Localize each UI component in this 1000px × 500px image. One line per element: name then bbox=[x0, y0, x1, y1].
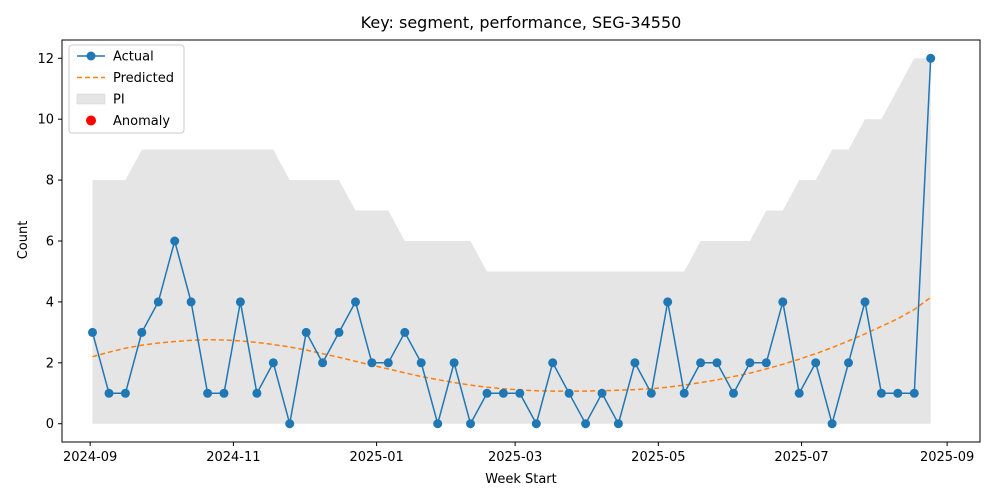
actual-point bbox=[449, 358, 459, 368]
actual-point bbox=[926, 53, 936, 63]
legend-anomaly-dot bbox=[86, 115, 96, 126]
actual-point bbox=[252, 388, 262, 398]
actual-point bbox=[794, 388, 804, 398]
actual-point bbox=[498, 388, 508, 398]
actual-point bbox=[646, 388, 656, 398]
actual-point bbox=[285, 419, 295, 429]
actual-point bbox=[613, 419, 623, 429]
actual-point bbox=[564, 388, 574, 398]
actual-point bbox=[170, 236, 180, 246]
y-tick-label: 4 bbox=[46, 295, 54, 310]
x-axis-label: Week Start bbox=[485, 472, 557, 487]
actual-point bbox=[909, 388, 919, 398]
y-tick-label: 10 bbox=[37, 113, 54, 128]
actual-point bbox=[745, 358, 755, 368]
x-tick-label: 2024-09 bbox=[63, 450, 117, 465]
actual-point bbox=[235, 297, 245, 307]
actual-point bbox=[88, 327, 97, 337]
legend-pi-patch bbox=[76, 93, 106, 105]
actual-point bbox=[827, 419, 837, 429]
actual-point bbox=[860, 297, 870, 307]
actual-point bbox=[466, 419, 475, 429]
actual-point bbox=[729, 388, 738, 398]
actual-line bbox=[91, 58, 932, 427]
y-tick-label: 0 bbox=[46, 417, 54, 432]
legend-actual-marker bbox=[86, 51, 96, 61]
actual-point bbox=[153, 297, 163, 307]
actual-point bbox=[893, 388, 903, 398]
x-tick-label: 2025-07 bbox=[774, 450, 828, 465]
actual-point bbox=[811, 358, 821, 368]
actual-point bbox=[482, 388, 492, 398]
actual-point bbox=[712, 358, 722, 368]
legend-label: Anomaly bbox=[113, 114, 170, 129]
actual-point bbox=[531, 419, 541, 429]
y-tick-label: 12 bbox=[37, 52, 54, 67]
y-tick-label: 8 bbox=[46, 174, 54, 189]
actual-point bbox=[548, 358, 558, 368]
actual-point bbox=[367, 358, 377, 368]
actual-point bbox=[301, 327, 311, 337]
legend: Actual Predicted PI Anomaly bbox=[68, 44, 185, 134]
actual-point bbox=[104, 388, 114, 398]
y-tick-label: 6 bbox=[46, 235, 54, 250]
y-tick-label: 2 bbox=[46, 356, 54, 371]
actual-point bbox=[515, 388, 525, 398]
x-tick-label: 2025-03 bbox=[488, 450, 542, 465]
actual-point bbox=[268, 358, 278, 368]
actual-point bbox=[630, 358, 640, 368]
actual-point bbox=[416, 358, 426, 368]
x-tick-label: 2024-11 bbox=[206, 450, 260, 465]
actual-point bbox=[761, 358, 771, 368]
actual-point bbox=[663, 297, 673, 307]
actual-point bbox=[219, 388, 229, 398]
actual-point bbox=[581, 419, 591, 429]
legend-label: Actual bbox=[113, 50, 154, 65]
actual-point bbox=[318, 358, 328, 368]
actual-point bbox=[334, 327, 344, 337]
y-axis-label: Count bbox=[16, 221, 31, 260]
actual-point bbox=[400, 327, 410, 337]
actual-point bbox=[203, 388, 213, 398]
x-tick-label: 2025-05 bbox=[631, 450, 685, 465]
actual-point bbox=[876, 388, 886, 398]
x-tick-label: 2025-01 bbox=[349, 450, 403, 465]
actual-point bbox=[696, 358, 706, 368]
legend-box bbox=[68, 44, 185, 134]
plot-area: 2024-09 2024-11 2025-01 2025-03 2025-05 2025-… bbox=[37, 39, 981, 465]
actual-point bbox=[137, 327, 147, 337]
actual-point bbox=[844, 358, 853, 368]
actual-point bbox=[778, 297, 788, 307]
actual-point bbox=[597, 388, 607, 398]
actual-point bbox=[351, 297, 360, 307]
chart-title: Key: segment, performance, SEG-34550 bbox=[361, 13, 682, 32]
predicted-line bbox=[92, 296, 932, 392]
x-tick-label: 2025-09 bbox=[920, 450, 974, 465]
legend-label: Predicted bbox=[113, 71, 174, 86]
actual-point bbox=[186, 297, 196, 307]
actual-point bbox=[679, 388, 689, 398]
actual-point bbox=[433, 419, 443, 429]
legend-label: PI bbox=[113, 93, 125, 108]
actual-point bbox=[383, 358, 393, 368]
actual-point bbox=[120, 388, 130, 398]
